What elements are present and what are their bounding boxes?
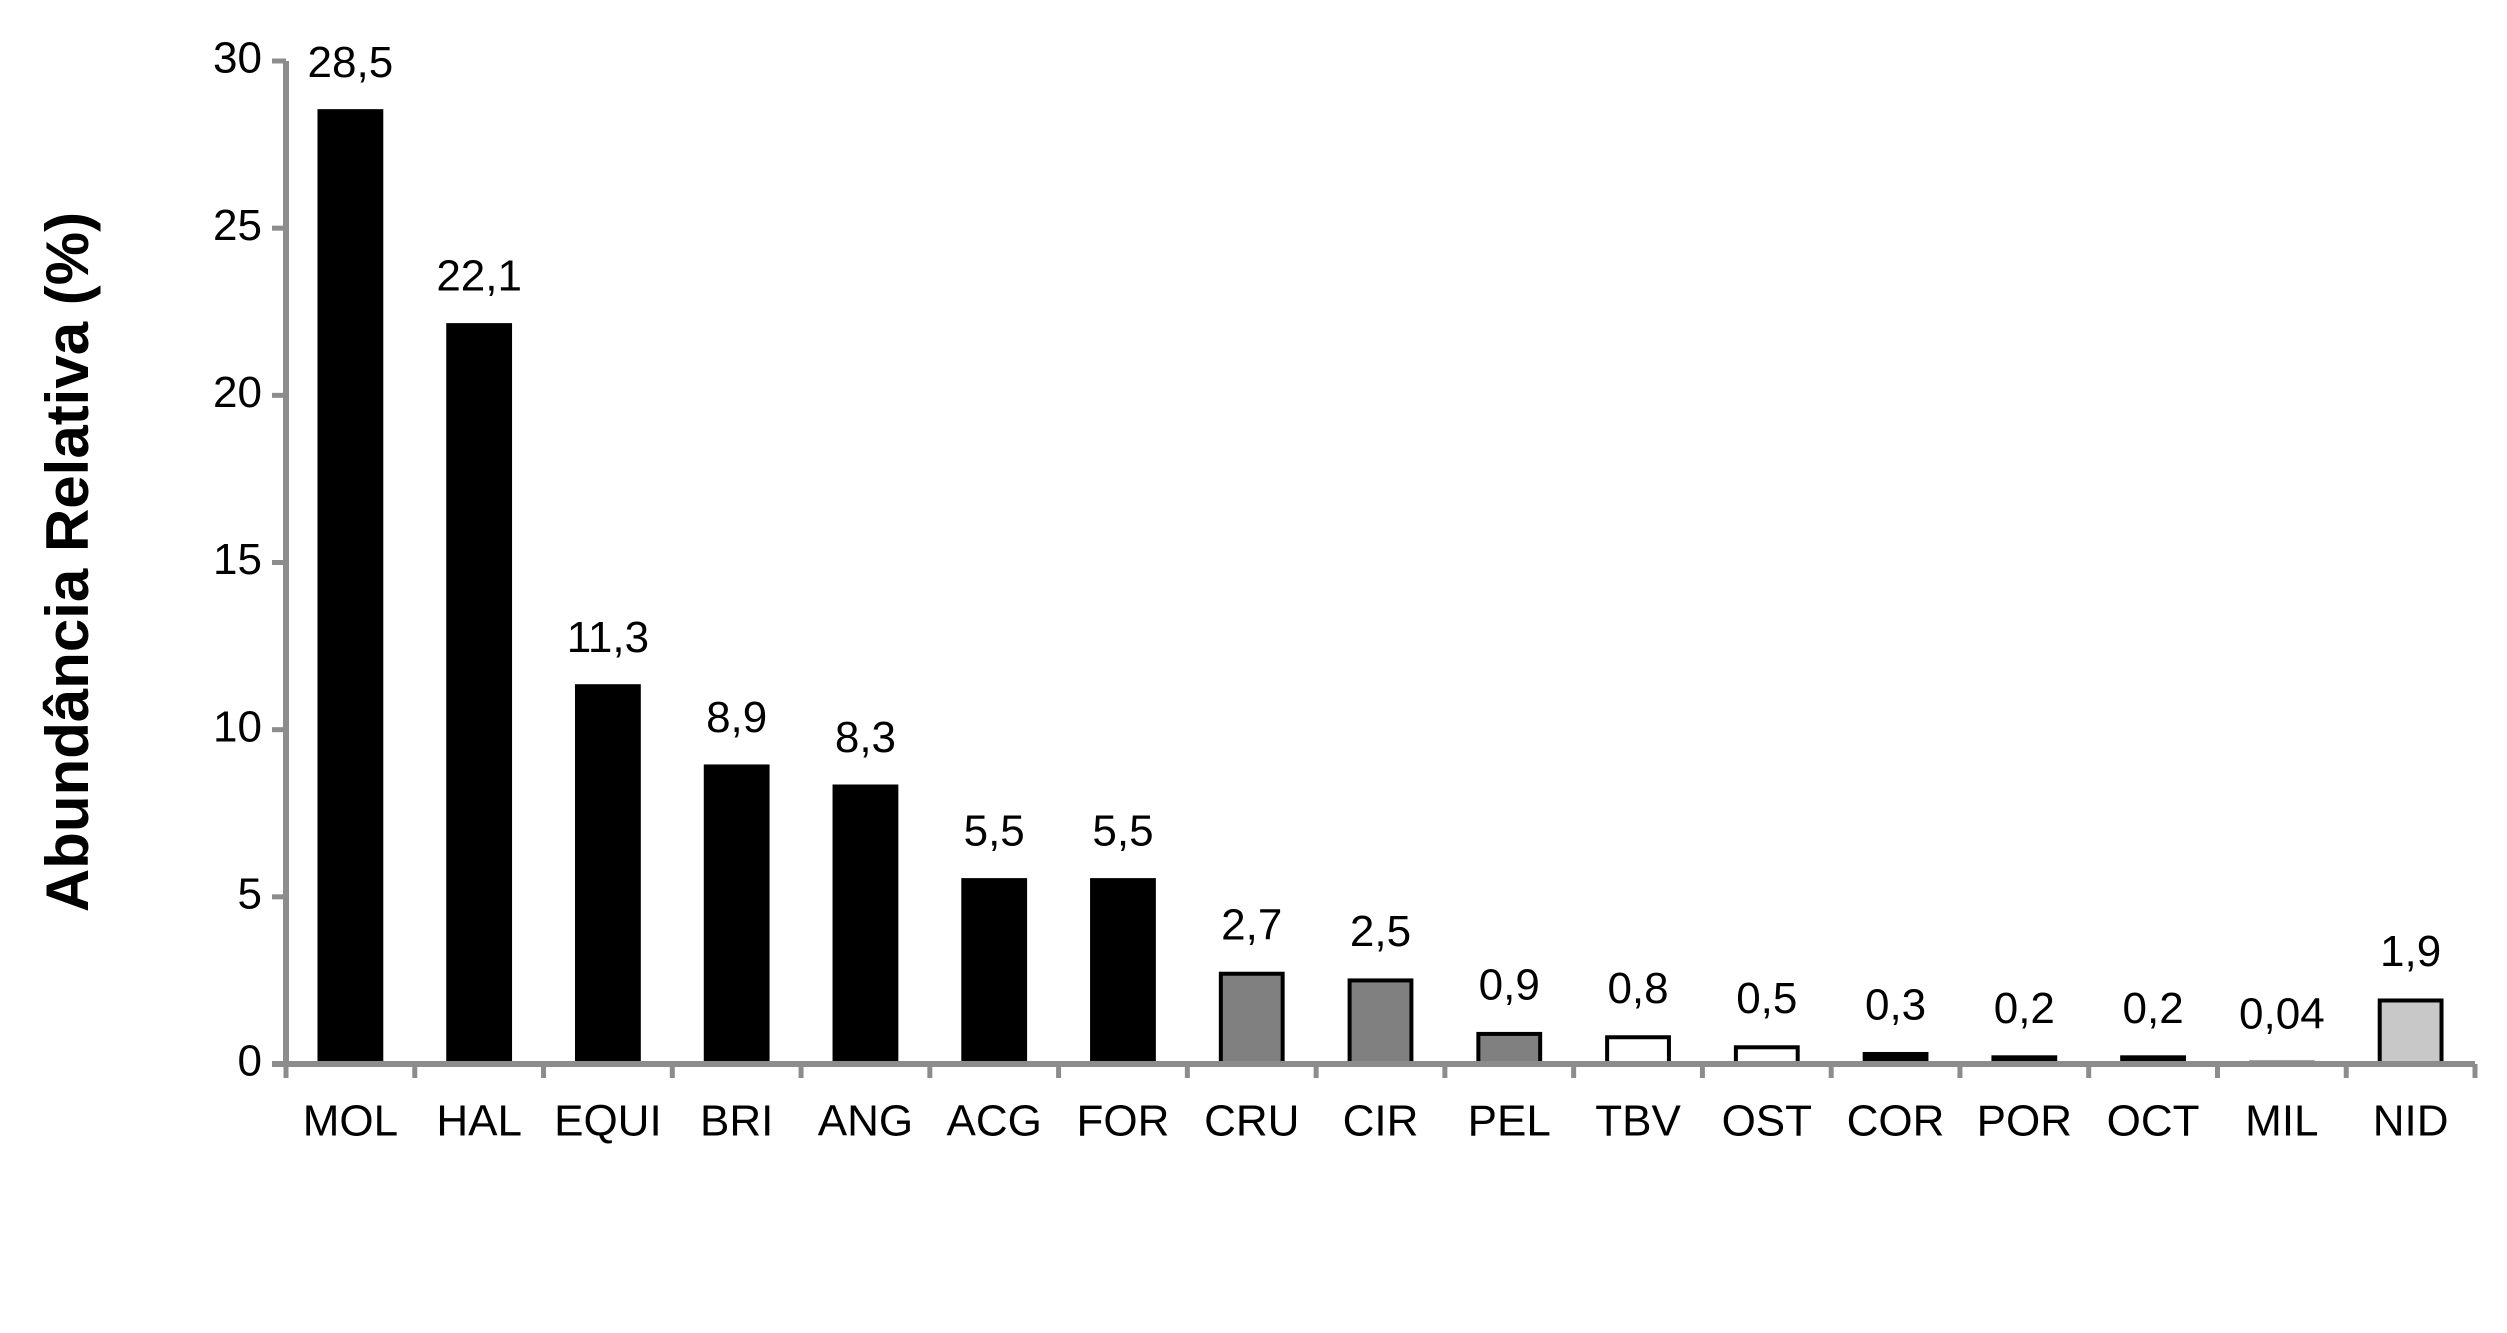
value-label: 22,1	[436, 252, 522, 301]
value-label: 11,3	[567, 613, 649, 662]
value-label: 0,2	[2123, 984, 2184, 1033]
x-tick-label: OCT	[2107, 1097, 2200, 1146]
x-tick-label: HAL	[436, 1097, 522, 1146]
bar	[703, 764, 770, 1067]
x-tick-label: EQUI	[554, 1097, 662, 1146]
value-label: 5,5	[1092, 807, 1153, 856]
bar	[317, 109, 384, 1066]
y-tick-label: 10	[213, 702, 262, 751]
bar	[1476, 1031, 1543, 1067]
bar	[2377, 998, 2444, 1067]
value-label: 28,5	[308, 38, 394, 87]
y-axis-title: Abundância Relativa (%)	[34, 212, 101, 912]
y-tick-label: 5	[238, 869, 262, 918]
value-label: 0,04	[2239, 989, 2325, 1038]
bar	[575, 684, 641, 1066]
x-tick-label: COR	[1847, 1097, 1945, 1146]
x-tick-label: FOR	[1077, 1097, 1170, 1146]
x-tick-label: CIR	[1343, 1097, 1419, 1146]
x-tick-label: ACG	[947, 1097, 1042, 1146]
value-label: 1,9	[2380, 927, 2441, 976]
value-label: 0,9	[1479, 961, 1540, 1010]
bar	[832, 784, 899, 1067]
value-label: 0,5	[1736, 974, 1797, 1023]
x-tick-label: POR	[1977, 1097, 2072, 1146]
bar	[961, 878, 1028, 1066]
value-label: 5,5	[964, 807, 1025, 856]
x-tick-label: MIL	[2245, 1097, 2318, 1146]
value-label: 2,7	[1221, 900, 1282, 949]
y-tick-label: 25	[213, 201, 262, 250]
y-tick-label: 0	[238, 1037, 262, 1086]
value-label: 0,2	[1994, 984, 2055, 1033]
x-tick-label: NID	[2373, 1097, 2449, 1146]
x-tick-label: OST	[1722, 1097, 1812, 1146]
x-tick-label: PEL	[1468, 1097, 1551, 1146]
x-tick-label: TBV	[1595, 1097, 1681, 1146]
value-label: 0,8	[1607, 964, 1668, 1013]
value-label: 8,3	[835, 713, 896, 762]
bar	[1347, 978, 1414, 1067]
bar	[1605, 1035, 1671, 1066]
y-tick-label: 15	[213, 535, 262, 584]
bar	[1090, 878, 1156, 1066]
value-label: 2,5	[1350, 907, 1411, 956]
y-tick-label: 20	[213, 368, 262, 417]
y-tick-label: 30	[213, 34, 262, 83]
x-tick-label: CRU	[1204, 1097, 1299, 1146]
x-tick-label: BRI	[700, 1097, 773, 1146]
bar	[1218, 971, 1285, 1066]
x-tick-label: ANG	[818, 1097, 913, 1146]
value-label: 8,9	[706, 693, 767, 742]
x-tick-label: MOL	[303, 1097, 398, 1146]
bar	[446, 323, 513, 1066]
value-label: 0,3	[1865, 981, 1926, 1030]
